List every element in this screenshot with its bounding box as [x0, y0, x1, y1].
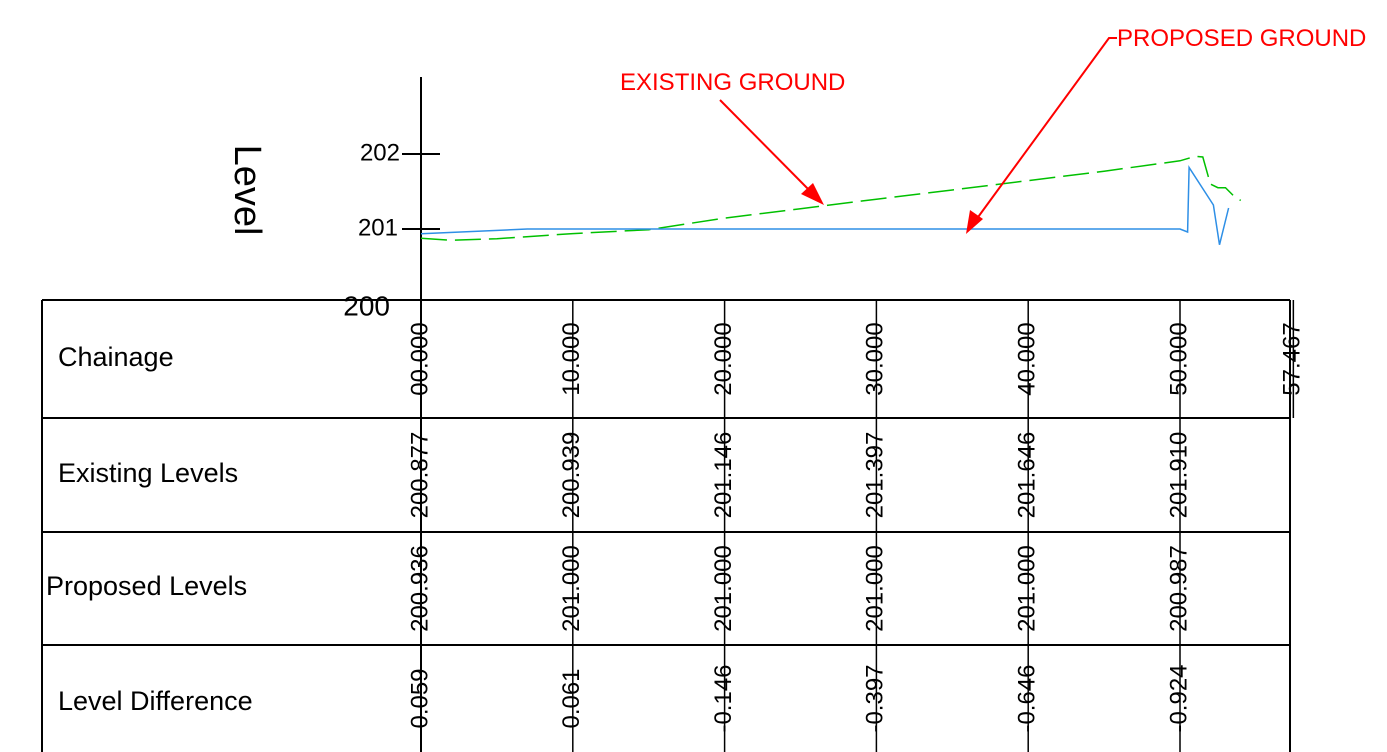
table-value-r2-c2: 201.000	[710, 545, 737, 632]
existing-ground-arrowhead	[801, 183, 824, 205]
y-tick-label-200: 200	[343, 290, 390, 321]
table-value-r2-c5: 200.987	[1165, 545, 1192, 632]
table-value-r0-c3: 30.000	[862, 322, 889, 395]
table-value-r1-c3: 201.397	[862, 432, 889, 519]
table-value-r0-c5: 50.000	[1165, 322, 1192, 395]
table-value-r2-c3: 201.000	[862, 545, 889, 632]
table-value-r2-c4: 201.000	[1014, 545, 1041, 632]
y-tick-label-201: 201	[358, 214, 398, 241]
table-value-r0-c6: 57.467	[1279, 322, 1306, 395]
table-value-r3-c0: 0.059	[406, 668, 433, 728]
table-value-r1-c4: 201.646	[1014, 432, 1041, 519]
row-label-level-difference: Level Difference	[58, 686, 253, 716]
existing-ground-line	[420, 155, 1242, 242]
table-value-r0-c0: 00.000	[406, 322, 433, 395]
table-value-r3-c4: -0.646	[1014, 664, 1041, 732]
table-value-r3-c2: -0.146	[710, 664, 737, 732]
y-axis-label: Level	[226, 145, 268, 236]
row-label-existing-levels: Existing Levels	[58, 458, 238, 488]
proposed-ground-arrowhead	[966, 210, 983, 234]
table-value-r3-c5: -0.924	[1165, 664, 1192, 732]
row-label-chainage: Chainage	[58, 342, 174, 372]
table-value-r3-c1: 0.061	[558, 668, 585, 728]
row-label-proposed-levels: Proposed Levels	[46, 571, 247, 601]
proposed-ground-annotation: PROPOSED GROUND	[1117, 25, 1366, 52]
proposed-ground-line	[420, 165, 1230, 245]
table-value-r3-c3: -0.397	[862, 664, 889, 732]
table-value-r1-c0: 200.877	[406, 432, 433, 519]
proposed-ground-leader	[972, 37, 1117, 225]
existing-ground-leader	[719, 99, 816, 197]
table-value-r1-c5: 201.910	[1165, 432, 1192, 519]
existing-ground-annotation: EXISTING GROUND	[620, 69, 845, 96]
table-value-r1-c2: 201.146	[710, 432, 737, 519]
table-value-r2-c0: 200.936	[406, 545, 433, 632]
table-value-r0-c1: 10.000	[558, 322, 585, 395]
y-tick-label-202: 202	[360, 139, 400, 166]
data-table	[41, 299, 1291, 752]
table-value-r0-c4: 40.000	[1014, 322, 1041, 395]
table-value-r0-c2: 20.000	[710, 322, 737, 395]
table-value-r1-c1: 200.939	[558, 432, 585, 519]
table-value-r2-c1: 201.000	[558, 545, 585, 632]
